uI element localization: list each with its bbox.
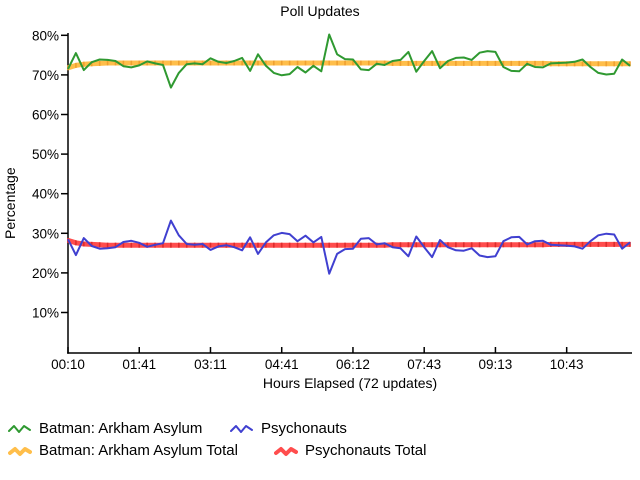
y-tick-label: 60% bbox=[32, 108, 59, 123]
x-tick-label: 03:11 bbox=[194, 357, 227, 372]
legend-item-psychonauts-total: Psychonauts Total bbox=[274, 442, 426, 459]
x-tick-label: 10:43 bbox=[550, 357, 584, 372]
x-tick-label: 07:43 bbox=[407, 357, 441, 372]
y-tick-label: 10% bbox=[32, 306, 59, 321]
series-line-psychonauts-total bbox=[67, 238, 630, 248]
y-tick-label: 80% bbox=[32, 28, 59, 43]
x-tick-label: 00:10 bbox=[51, 357, 85, 372]
x-tick-label: 01:41 bbox=[122, 357, 156, 372]
x-axis-title: Hours Elapsed (72 updates) bbox=[262, 375, 438, 391]
series-line-batman-arkham-asylum-total bbox=[67, 60, 630, 71]
y-tick-label: 40% bbox=[32, 187, 59, 202]
thick-line-series-icon bbox=[274, 446, 298, 456]
legend-item-psychonauts: Psychonauts bbox=[230, 420, 347, 437]
x-tick-label: 09:13 bbox=[479, 357, 513, 372]
chart-title: Poll Updates bbox=[280, 3, 360, 19]
y-tick-label: 20% bbox=[32, 266, 59, 281]
line-series-icon bbox=[230, 424, 253, 433]
series-line-batman-arkham-asylum bbox=[67, 33, 631, 89]
series-line-psychonauts bbox=[67, 219, 631, 275]
y-tick-label: 70% bbox=[32, 68, 59, 83]
legend-label: Psychonauts bbox=[261, 420, 347, 437]
y-tick-label: 30% bbox=[32, 226, 59, 241]
y-tick-label: 50% bbox=[32, 147, 59, 162]
line-series-icon bbox=[8, 424, 31, 433]
legend-item-batman-arkham-asylum-total: Batman: Arkham Asylum Total bbox=[8, 442, 238, 459]
x-tick-label: 04:41 bbox=[265, 357, 299, 372]
legend-label: Psychonauts Total bbox=[305, 442, 427, 459]
legend-label: Batman: Arkham Asylum bbox=[39, 420, 203, 437]
legend-item-batman-arkham-asylum: Batman: Arkham Asylum bbox=[8, 420, 202, 437]
legend-label: Batman: Arkham Asylum Total bbox=[39, 442, 238, 459]
thick-line-series-icon bbox=[8, 446, 32, 456]
x-tick-label: 06:12 bbox=[336, 357, 370, 372]
